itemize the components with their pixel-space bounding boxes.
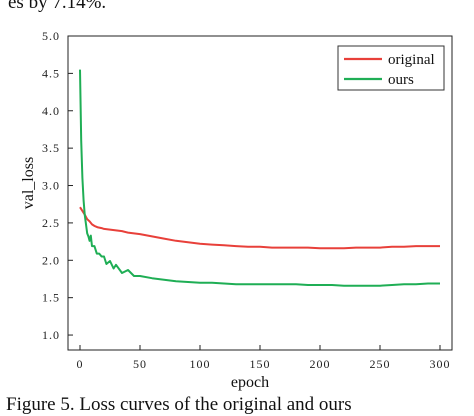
x-tick-label: 0 (77, 357, 84, 371)
legend-label-ours: ours (388, 72, 414, 88)
x-tick-label: 100 (190, 357, 211, 371)
y-tick-label: 3.5 (42, 141, 60, 155)
x-tick-label: 150 (250, 357, 271, 371)
y-tick-label: 2.5 (42, 216, 60, 230)
y-tick-label: 4.5 (42, 66, 60, 80)
x-tick-label: 50 (133, 357, 147, 371)
series-line-ours (79, 69, 440, 287)
y-tick-label: 2.0 (42, 253, 60, 267)
y-tick-label: 1.5 (42, 291, 60, 305)
y-axis-title: val_loss (20, 157, 37, 209)
axis-ticks: 1.0 1.5 2.0 2.5 3.0 3.5 4.0 4.5 5.0 0 50 100 150 200 2… (42, 29, 451, 371)
series-group (79, 69, 440, 287)
x-tick-label: 200 (310, 357, 331, 371)
x-tick-label: 300 (430, 357, 451, 371)
legend-label-original: original (388, 52, 435, 68)
legend: original ours (337, 45, 445, 91)
y-tick-label: 5.0 (42, 29, 60, 43)
y-tick-label: 3.0 (42, 179, 60, 193)
y-tick-label: 1.0 (42, 328, 60, 342)
caption-fragment-top: es by 7.14%. (8, 0, 107, 13)
caption-fragment-bottom: Figure 5. Loss curves of the original an… (6, 394, 352, 415)
y-tick-label: 4.0 (42, 104, 60, 118)
x-tick-label: 250 (370, 357, 391, 371)
series-line-original (79, 206, 440, 250)
x-axis-title: epoch (231, 374, 269, 391)
legend-box (337, 45, 445, 91)
